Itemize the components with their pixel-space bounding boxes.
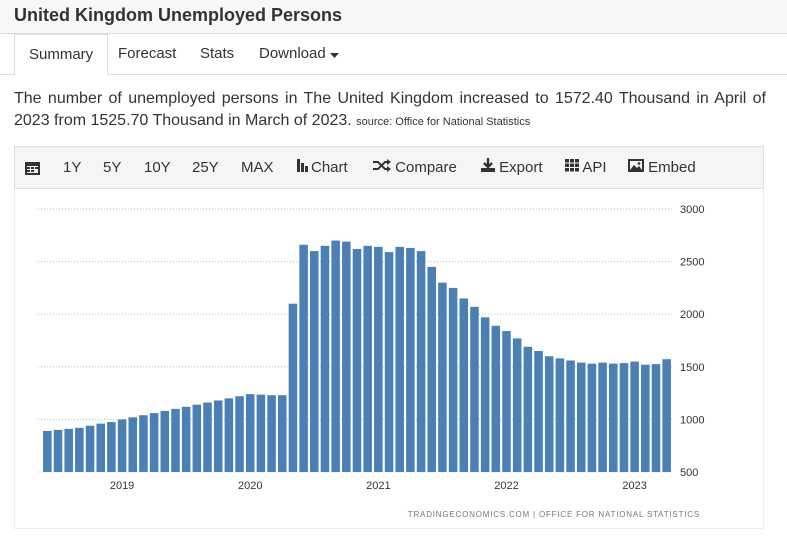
export-button[interactable]: Export (481, 147, 543, 188)
chart-icon (297, 159, 308, 172)
description: The number of unemployed persons in The … (14, 88, 766, 133)
image-icon (628, 159, 644, 172)
page-title: United Kingdom Unemployed Persons (14, 5, 343, 25)
header: United Kingdom Unemployed Persons (0, 0, 787, 34)
description-text: The number of unemployed persons in The … (14, 90, 766, 129)
embed-label: Embed (648, 159, 696, 176)
range-button[interactable]: 5Y (103, 159, 122, 176)
export-label: Export (499, 159, 543, 176)
grid-icon (565, 159, 579, 172)
tab[interactable]: Summary (14, 34, 109, 76)
range-button[interactable]: 25Y (192, 159, 219, 176)
chart-label: Chart (311, 159, 348, 176)
source: source: Office for National Statistics (356, 116, 531, 128)
tab[interactable]: Forecast (118, 45, 177, 62)
chart-container (14, 188, 764, 529)
chart-button[interactable]: Chart (297, 147, 348, 188)
tab[interactable]: Stats (200, 45, 235, 62)
shuffle-icon (373, 159, 391, 172)
range-button[interactable]: 10Y (144, 159, 171, 176)
calendar-icon[interactable] (25, 160, 40, 175)
compare-button[interactable]: Compare (373, 147, 457, 188)
embed-button[interactable]: Embed (628, 147, 696, 188)
range-button[interactable]: MAX (241, 159, 274, 176)
caret (329, 53, 339, 58)
api-button[interactable]: API (565, 147, 607, 188)
download-icon (481, 158, 495, 172)
tab[interactable]: Download (245, 34, 353, 74)
compare-label: Compare (395, 159, 457, 176)
tabs: Summary Forecast Stats Download (0, 34, 787, 76)
toolbar: 1Y 5Y 10Y 25Y MAX Chart Compare Export A… (14, 146, 764, 189)
range-button[interactable]: 1Y (63, 159, 82, 176)
tab-label: Download (259, 45, 326, 62)
api-label: API (582, 159, 607, 176)
